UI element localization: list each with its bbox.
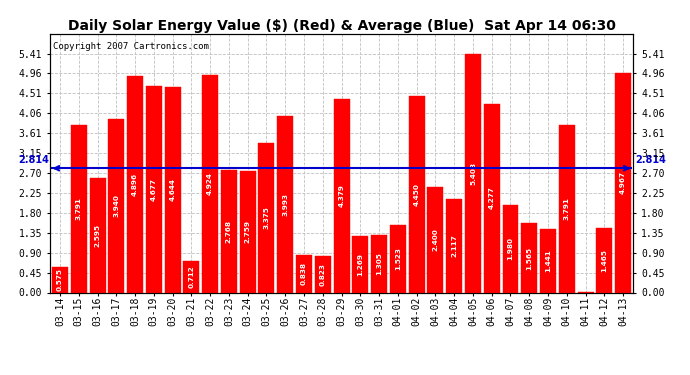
Text: 1.269: 1.269 — [357, 253, 364, 276]
Bar — [146, 86, 162, 292]
Bar — [277, 116, 293, 292]
Text: 3.791: 3.791 — [76, 197, 82, 220]
Bar — [615, 73, 631, 292]
Text: 2.117: 2.117 — [451, 234, 457, 257]
Text: 5.408: 5.408 — [470, 162, 476, 184]
Bar — [408, 96, 424, 292]
Text: 0.823: 0.823 — [319, 263, 326, 286]
Text: Copyright 2007 Cartronics.com: Copyright 2007 Cartronics.com — [52, 42, 208, 51]
Bar — [259, 144, 275, 292]
Text: 2.814: 2.814 — [635, 155, 666, 165]
Text: 3.791: 3.791 — [564, 197, 570, 220]
Text: 3.940: 3.940 — [113, 194, 119, 217]
Text: 2.759: 2.759 — [245, 220, 250, 243]
Text: 1.565: 1.565 — [526, 246, 532, 270]
Text: 0.838: 0.838 — [301, 262, 307, 285]
Bar — [184, 261, 199, 292]
Text: 4.896: 4.896 — [132, 173, 138, 196]
Text: 2.768: 2.768 — [226, 220, 232, 243]
Text: 4.924: 4.924 — [207, 172, 213, 195]
Bar — [296, 255, 312, 292]
Bar — [390, 225, 406, 292]
Bar — [484, 104, 500, 292]
Text: 4.277: 4.277 — [489, 187, 495, 210]
Bar — [446, 199, 462, 292]
Bar — [202, 75, 218, 292]
Bar — [127, 76, 143, 292]
Text: 1.980: 1.980 — [507, 237, 513, 260]
Bar — [353, 237, 368, 292]
Text: 0.712: 0.712 — [188, 266, 195, 288]
Bar — [427, 186, 444, 292]
Title: Daily Solar Energy Value ($) (Red) & Average (Blue)  Sat Apr 14 06:30: Daily Solar Energy Value ($) (Red) & Ave… — [68, 19, 615, 33]
Text: 2.814: 2.814 — [18, 155, 49, 165]
Bar — [371, 235, 387, 292]
Bar — [502, 205, 518, 292]
Text: 3.375: 3.375 — [264, 207, 270, 230]
Bar — [521, 224, 538, 292]
Bar — [465, 54, 481, 292]
Text: 3.993: 3.993 — [282, 193, 288, 216]
Text: 0.575: 0.575 — [57, 268, 63, 291]
Bar — [596, 228, 612, 292]
Bar — [333, 99, 350, 292]
Text: 2.400: 2.400 — [433, 228, 438, 251]
Bar — [559, 125, 575, 292]
Text: 1.465: 1.465 — [601, 249, 607, 272]
Text: 4.967: 4.967 — [620, 171, 626, 194]
Bar — [90, 178, 106, 292]
Text: 1.441: 1.441 — [545, 249, 551, 272]
Bar — [165, 87, 181, 292]
Text: 2.595: 2.595 — [95, 224, 101, 247]
Text: 4.677: 4.677 — [151, 178, 157, 201]
Text: 4.379: 4.379 — [339, 184, 344, 207]
Text: 4.450: 4.450 — [413, 183, 420, 206]
Bar — [239, 171, 256, 292]
Text: 4.644: 4.644 — [170, 178, 176, 201]
Bar — [71, 125, 87, 292]
Text: 1.523: 1.523 — [395, 248, 401, 270]
Bar — [221, 170, 237, 292]
Bar — [540, 229, 556, 292]
Bar — [52, 267, 68, 292]
Bar — [108, 118, 124, 292]
Bar — [315, 256, 331, 292]
Text: 1.305: 1.305 — [376, 252, 382, 275]
